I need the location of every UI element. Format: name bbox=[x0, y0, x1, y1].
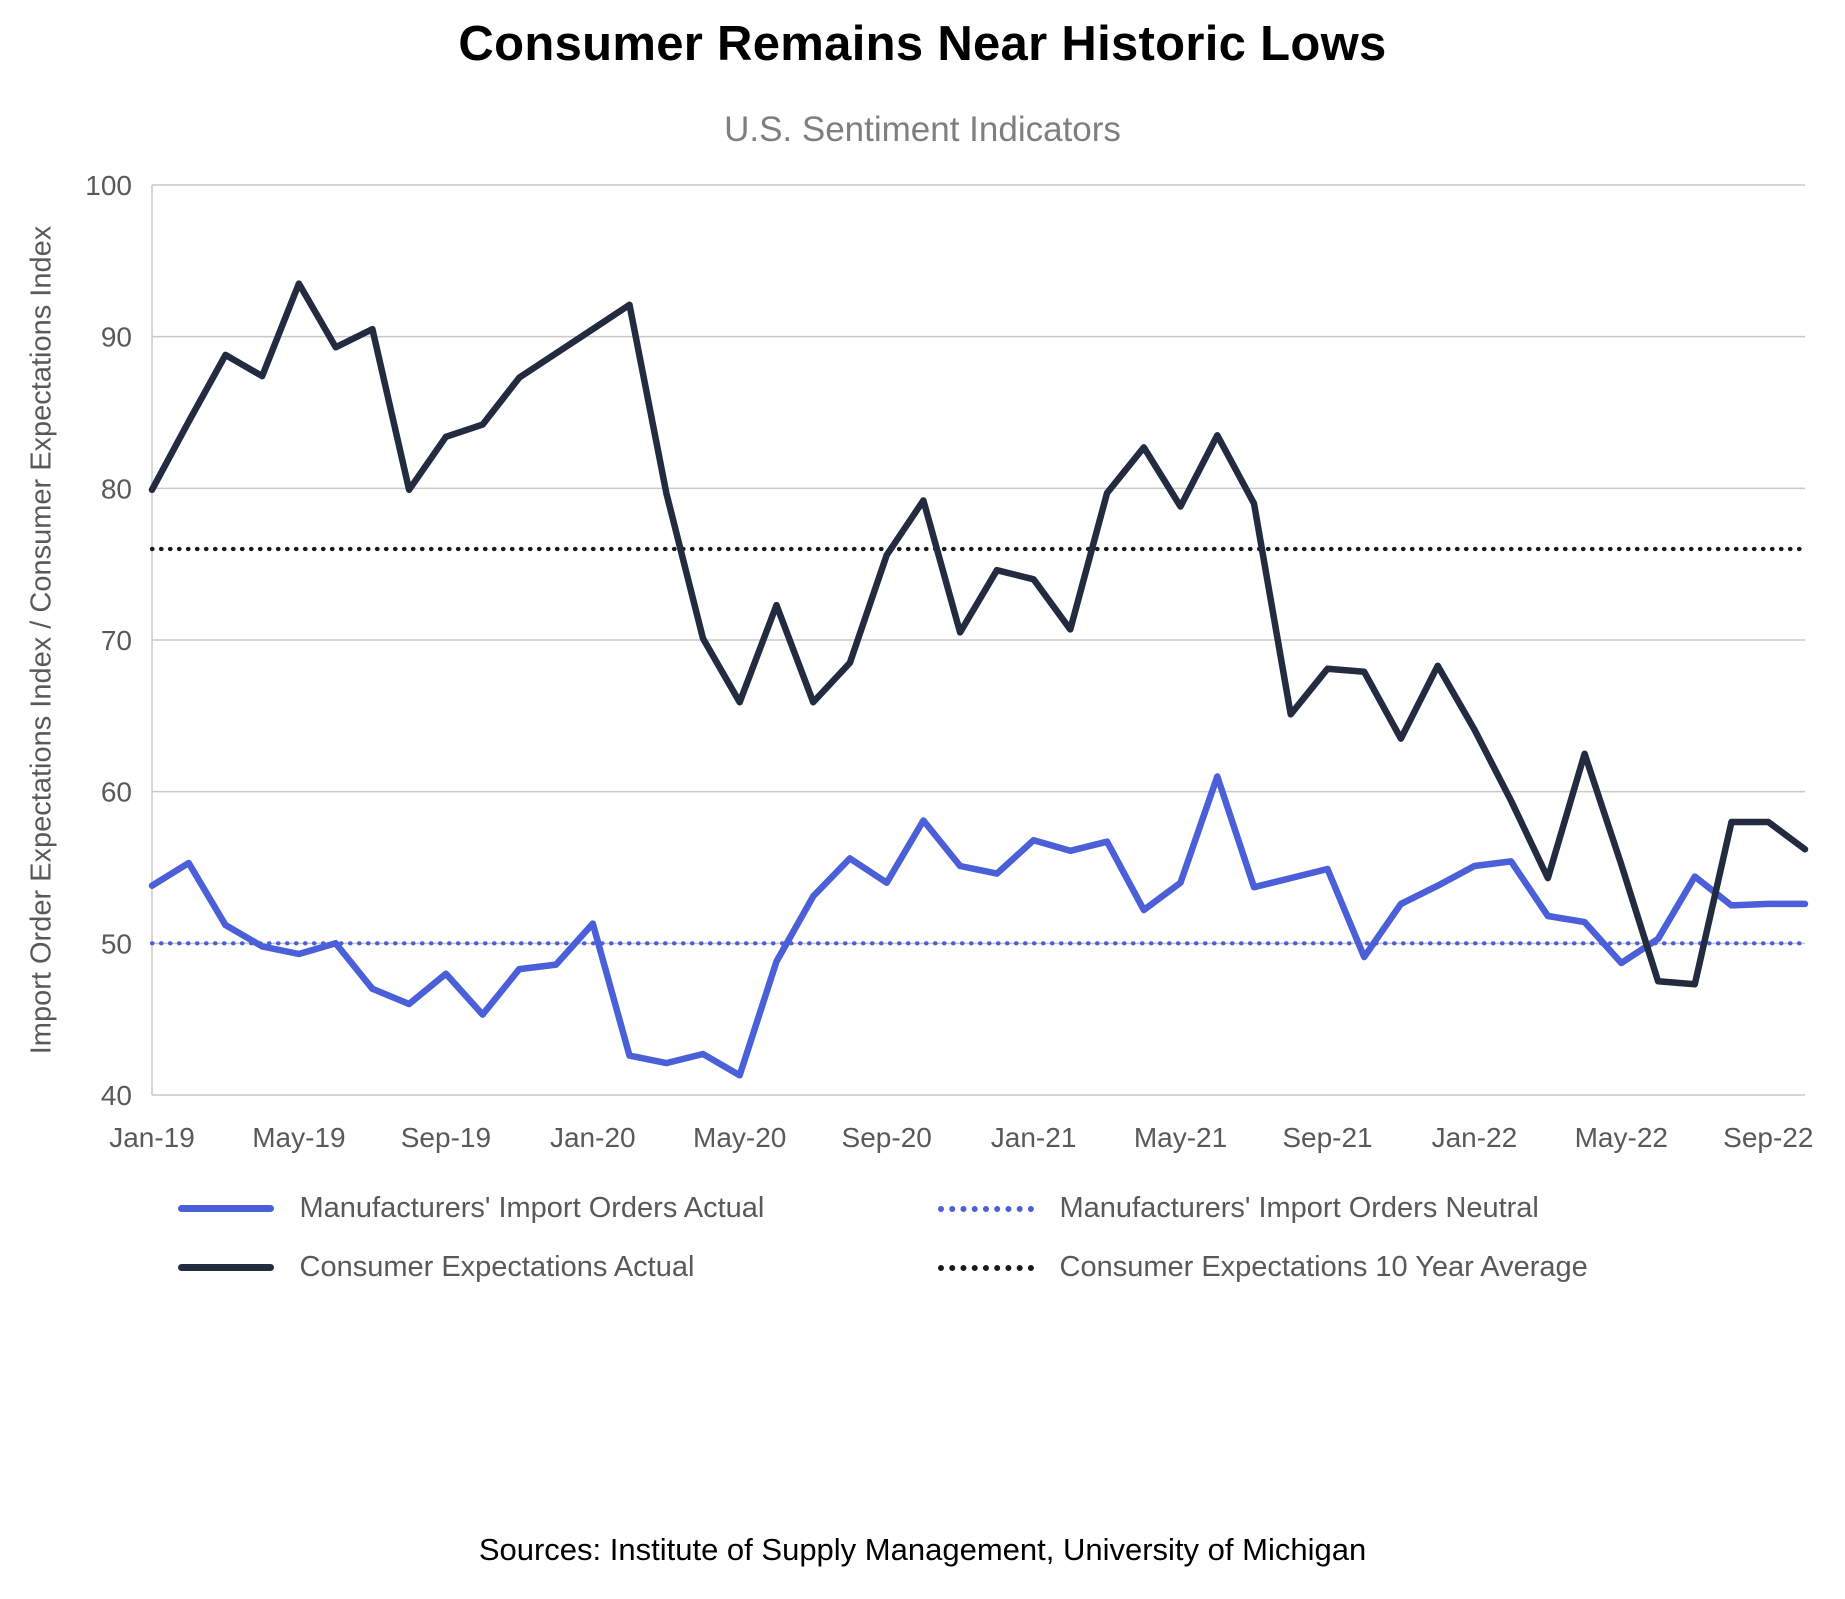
legend-item-consumer-expectations-actual: Consumer Expectations Actual bbox=[177, 1251, 938, 1284]
svg-text:May-22: May-22 bbox=[1575, 1122, 1668, 1153]
svg-text:Jan-20: Jan-20 bbox=[550, 1122, 636, 1153]
legend-item-consumer-expectations-average: Consumer Expectations 10 Year Average bbox=[937, 1251, 1668, 1284]
svg-text:60: 60 bbox=[101, 777, 132, 808]
svg-text:Sep-20: Sep-20 bbox=[842, 1122, 932, 1153]
svg-text:Sep-21: Sep-21 bbox=[1282, 1122, 1372, 1153]
legend-item-import-orders-neutral: Manufacturers' Import Orders Neutral bbox=[937, 1192, 1668, 1225]
svg-text:Jan-19: Jan-19 bbox=[109, 1122, 195, 1153]
legend: Manufacturers' Import Orders Actual Manu… bbox=[0, 1192, 1845, 1284]
plot-area: 40 50 60 70 80 90 100 Jan-19 May-19 Sep-19 Jan-20 M… bbox=[85, 170, 1813, 1153]
legend-label: Manufacturers' Import Orders Actual bbox=[299, 1192, 765, 1224]
legend-item-import-orders-actual: Manufacturers' Import Orders Actual bbox=[177, 1192, 938, 1225]
svg-text:Sep-22: Sep-22 bbox=[1723, 1122, 1813, 1153]
legend-label: Manufacturers' Import Orders Neutral bbox=[1059, 1192, 1539, 1224]
svg-text:May-20: May-20 bbox=[693, 1122, 786, 1153]
consumer-expectations-actual-line-swatch bbox=[177, 1264, 274, 1271]
svg-text:May-21: May-21 bbox=[1134, 1122, 1227, 1153]
svg-text:100: 100 bbox=[85, 170, 132, 201]
svg-text:40: 40 bbox=[101, 1080, 132, 1111]
svg-text:May-19: May-19 bbox=[252, 1122, 345, 1153]
svg-text:Sep-19: Sep-19 bbox=[401, 1122, 491, 1153]
chart-subtitle: U.S. Sentiment Indicators bbox=[724, 110, 1121, 149]
sources-note: Sources: Institute of Supply Management,… bbox=[478, 1532, 1367, 1567]
svg-text:80: 80 bbox=[101, 473, 132, 504]
import-orders-neutral-dotted-swatch bbox=[937, 1205, 1034, 1212]
legend-label: Consumer Expectations Actual bbox=[299, 1251, 695, 1283]
svg-text:70: 70 bbox=[101, 625, 132, 656]
svg-text:Jan-21: Jan-21 bbox=[991, 1122, 1077, 1153]
svg-text:50: 50 bbox=[101, 928, 132, 959]
svg-text:Jan-22: Jan-22 bbox=[1432, 1122, 1518, 1153]
import-orders-actual-line-swatch bbox=[177, 1205, 274, 1212]
svg-text:90: 90 bbox=[101, 322, 132, 353]
legend-label: Consumer Expectations 10 Year Average bbox=[1059, 1251, 1588, 1283]
chart-title: Consumer Remains Near Historic Lows bbox=[458, 17, 1387, 71]
consumer-expectations-average-dotted-swatch bbox=[937, 1264, 1034, 1271]
